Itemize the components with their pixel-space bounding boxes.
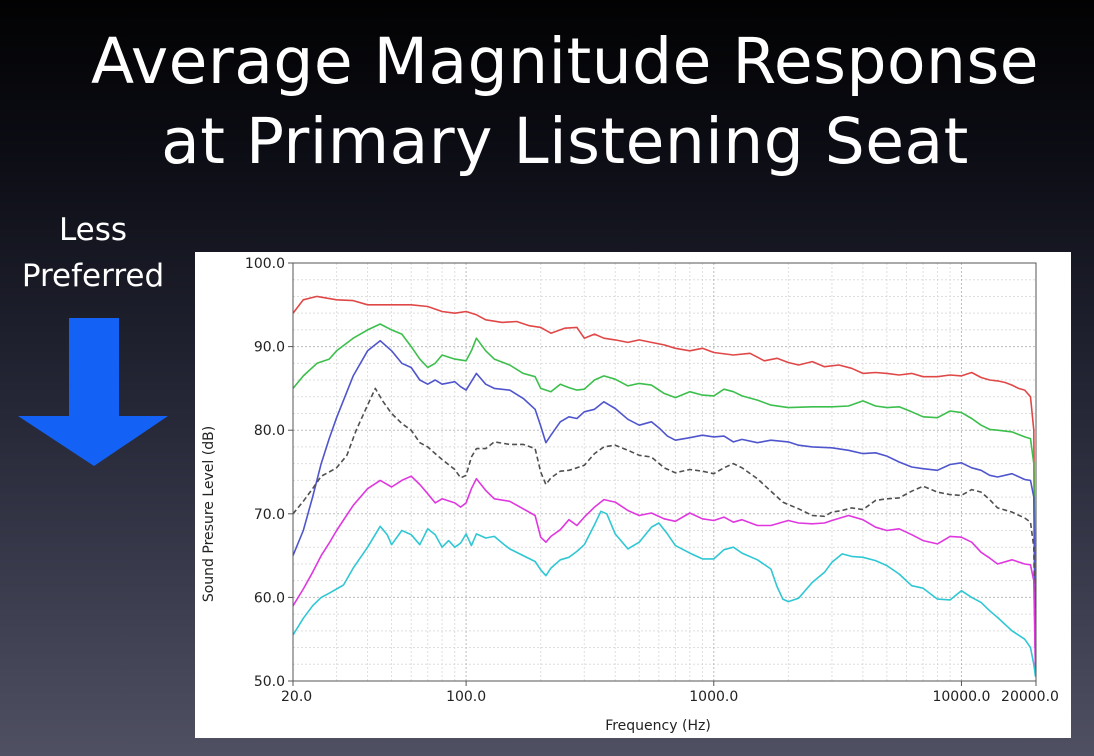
slide-title-line-2: at Primary Listening Seat (161, 105, 969, 178)
series-line-green (292, 323, 1037, 673)
preference-label-line-1: Less (58, 212, 128, 248)
plot-frame (292, 262, 1037, 682)
preference-label: Less Preferred (0, 207, 186, 299)
y-axis-label: Sound Presure Level (dB) (201, 426, 217, 602)
y-tick-label: 50.0 (254, 674, 285, 690)
series-line-red (292, 295, 1037, 665)
y-tick-label: 100.0 (245, 256, 285, 272)
x-tick-label: 1000.0 (689, 689, 738, 705)
x-tick-label: 100.0 (446, 689, 486, 705)
y-tick-label: 80.0 (254, 423, 285, 439)
frequency-response-chart: 50.0 60.0 70.0 80.0 90.0 100.0 20.0 100.0 1000.0… (195, 252, 1071, 738)
x-tick-label: 20.0 (281, 689, 312, 705)
slide-title: Average Magnitude Response at Primary Li… (60, 22, 1070, 182)
series-line-blue (292, 339, 1037, 673)
y-tick-label: 90.0 (254, 340, 285, 356)
x-tick-label: 20000.0 (1001, 689, 1059, 705)
series-group (292, 295, 1037, 677)
chart-canvas: 50.0 60.0 70.0 80.0 90.0 100.0 20.0 100.0 1000.0… (201, 256, 1059, 734)
series-line-magenta (292, 475, 1037, 673)
slide-title-line-1: Average Magnitude Response (90, 25, 1040, 98)
y-tick-label: 70.0 (254, 507, 285, 523)
tick-labels: 50.0 60.0 70.0 80.0 90.0 100.0 20.0 100.0 1000.0… (245, 256, 1059, 705)
grid (293, 262, 1036, 682)
x-tick-label: 10000.0 (932, 689, 990, 705)
y-tick-label: 60.0 (254, 590, 285, 606)
x-axis-label: Frequency (Hz) (605, 718, 711, 734)
down-arrow-icon (18, 318, 168, 466)
series-line-cyan (292, 510, 1037, 677)
preference-label-line-2: Preferred (21, 258, 165, 294)
